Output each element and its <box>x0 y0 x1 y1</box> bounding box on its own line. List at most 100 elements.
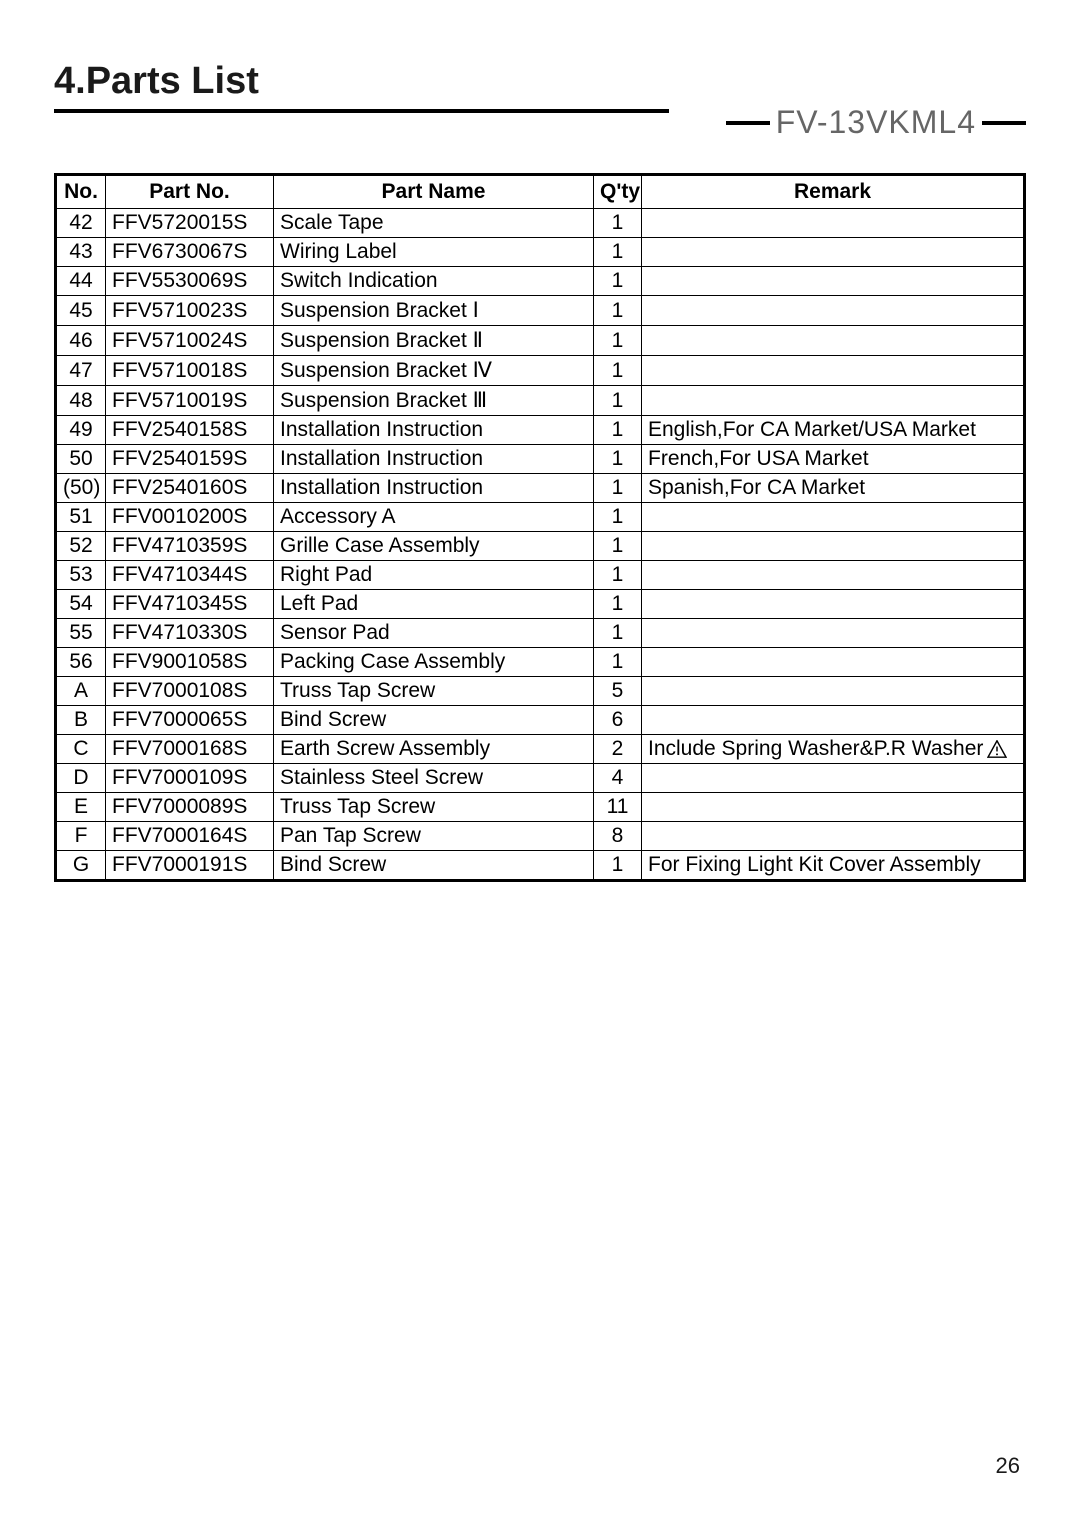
cell-name: Scale Tape <box>274 209 594 238</box>
cell-qty: 11 <box>594 793 642 822</box>
cell-qty: 1 <box>594 648 642 677</box>
model-dash-right <box>982 121 1026 125</box>
cell-remark <box>642 822 1025 851</box>
cell-partno: FFV7000191S <box>106 851 274 881</box>
cell-no: 46 <box>56 326 106 356</box>
cell-qty: 8 <box>594 822 642 851</box>
cell-partno: FFV2540159S <box>106 445 274 474</box>
table-row: AFFV7000108STruss Tap Screw5 <box>56 677 1025 706</box>
warning-triangle-icon <box>987 740 1007 758</box>
cell-partno: FFV5530069S <box>106 267 274 296</box>
cell-name: Installation Instruction <box>274 445 594 474</box>
cell-qty: 2 <box>594 735 642 764</box>
cell-remark: Spanish,For CA Market <box>642 474 1025 503</box>
table-row: 51FFV0010200SAccessory A1 <box>56 503 1025 532</box>
cell-no: 54 <box>56 590 106 619</box>
cell-name: Truss Tap Screw <box>274 793 594 822</box>
cell-name: Suspension Bracket Ⅱ <box>274 326 594 356</box>
cell-remark <box>642 386 1025 416</box>
cell-name: Suspension Bracket Ⅰ <box>274 296 594 326</box>
cell-remark <box>642 590 1025 619</box>
cell-name: Bind Screw <box>274 706 594 735</box>
cell-remark: English,For CA Market/USA Market <box>642 416 1025 445</box>
table-row: 44FFV5530069SSwitch Indication1 <box>56 267 1025 296</box>
table-row: 48FFV5710019SSuspension Bracket Ⅲ1 <box>56 386 1025 416</box>
table-row: 52FFV4710359SGrille Case Assembly1 <box>56 532 1025 561</box>
cell-qty: 1 <box>594 326 642 356</box>
table-row: 42FFV5720015SScale Tape1 <box>56 209 1025 238</box>
cell-partno: FFV5710018S <box>106 356 274 386</box>
cell-partno: FFV4710359S <box>106 532 274 561</box>
cell-partno: FFV2540160S <box>106 474 274 503</box>
table-row: (50)FFV2540160SInstallation Instruction1… <box>56 474 1025 503</box>
page-number: 26 <box>996 1453 1020 1479</box>
table-row: 45FFV5710023SSuspension Bracket Ⅰ1 <box>56 296 1025 326</box>
cell-no: 55 <box>56 619 106 648</box>
cell-remark <box>642 561 1025 590</box>
cell-partno: FFV7000109S <box>106 764 274 793</box>
cell-remark <box>642 793 1025 822</box>
table-row: EFFV7000089STruss Tap Screw11 <box>56 793 1025 822</box>
cell-name: Installation Instruction <box>274 474 594 503</box>
cell-no: B <box>56 706 106 735</box>
cell-name: Pan Tap Screw <box>274 822 594 851</box>
header-qty: Q'ty <box>594 175 642 209</box>
cell-remark <box>642 267 1025 296</box>
cell-no: G <box>56 851 106 881</box>
cell-qty: 1 <box>594 445 642 474</box>
model-number: FV-13VKML4 <box>770 104 982 141</box>
cell-qty: 1 <box>594 209 642 238</box>
cell-name: Stainless Steel Screw <box>274 764 594 793</box>
cell-remark <box>642 326 1025 356</box>
cell-partno: FFV7000164S <box>106 822 274 851</box>
cell-remark <box>642 706 1025 735</box>
cell-remark: French,For USA Market <box>642 445 1025 474</box>
cell-qty: 1 <box>594 416 642 445</box>
table-row: CFFV7000168SEarth Screw Assembly2Include… <box>56 735 1025 764</box>
table-row: GFFV7000191SBind Screw1For Fixing Light … <box>56 851 1025 881</box>
cell-no: 52 <box>56 532 106 561</box>
cell-qty: 1 <box>594 561 642 590</box>
cell-name: Left Pad <box>274 590 594 619</box>
cell-no: 48 <box>56 386 106 416</box>
cell-remark <box>642 677 1025 706</box>
cell-partno: FFV4710345S <box>106 590 274 619</box>
cell-name: Wiring Label <box>274 238 594 267</box>
cell-no: 56 <box>56 648 106 677</box>
cell-name: Earth Screw Assembly <box>274 735 594 764</box>
cell-remark: Include Spring Washer&P.R Washer <box>642 735 1025 764</box>
cell-name: Suspension Bracket Ⅳ <box>274 356 594 386</box>
cell-no: D <box>56 764 106 793</box>
cell-partno: FFV5710019S <box>106 386 274 416</box>
cell-partno: FFV6730067S <box>106 238 274 267</box>
cell-partno: FFV5710024S <box>106 326 274 356</box>
cell-qty: 1 <box>594 356 642 386</box>
page-container: 4.Parts List FV-13VKML4 No. Part No. Par… <box>0 0 1080 882</box>
cell-no: C <box>56 735 106 764</box>
remark-text: Include Spring Washer&P.R Washer <box>648 737 983 761</box>
parts-table: No. Part No. Part Name Q'ty Remark 42FFV… <box>54 173 1026 882</box>
cell-partno: FFV7000065S <box>106 706 274 735</box>
cell-name: Accessory A <box>274 503 594 532</box>
cell-name: Suspension Bracket Ⅲ <box>274 386 594 416</box>
table-row: 46FFV5710024SSuspension Bracket Ⅱ1 <box>56 326 1025 356</box>
cell-remark <box>642 356 1025 386</box>
cell-remark <box>642 648 1025 677</box>
table-row: 55FFV4710330SSensor Pad1 <box>56 619 1025 648</box>
cell-name: Grille Case Assembly <box>274 532 594 561</box>
cell-no: 49 <box>56 416 106 445</box>
cell-no: 53 <box>56 561 106 590</box>
cell-qty: 1 <box>594 619 642 648</box>
cell-partno: FFV7000168S <box>106 735 274 764</box>
cell-remark <box>642 238 1025 267</box>
table-row: DFFV7000109SStainless Steel Screw4 <box>56 764 1025 793</box>
cell-partno: FFV2540158S <box>106 416 274 445</box>
cell-partno: FFV7000089S <box>106 793 274 822</box>
cell-remark <box>642 503 1025 532</box>
table-row: 53FFV4710344SRight Pad1 <box>56 561 1025 590</box>
cell-qty: 1 <box>594 267 642 296</box>
cell-qty: 1 <box>594 238 642 267</box>
cell-remark: For Fixing Light Kit Cover Assembly <box>642 851 1025 881</box>
table-header-row: No. Part No. Part Name Q'ty Remark <box>56 175 1025 209</box>
cell-no: E <box>56 793 106 822</box>
